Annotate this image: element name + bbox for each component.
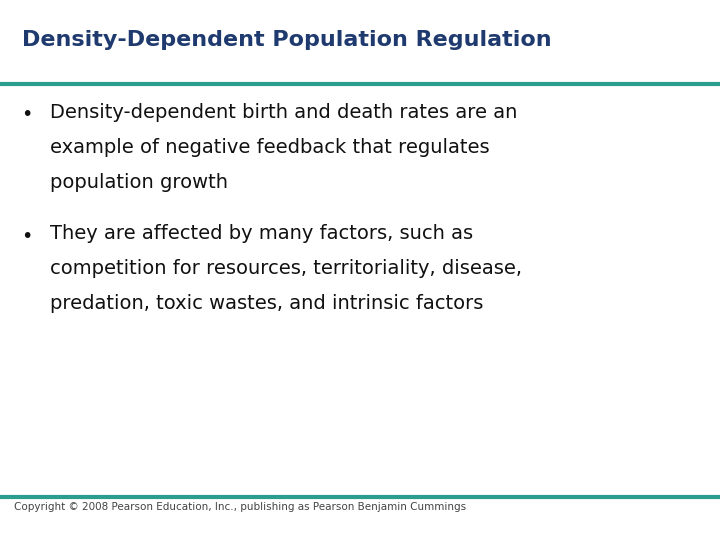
Text: population growth: population growth [50, 173, 228, 192]
Text: predation, toxic wastes, and intrinsic factors: predation, toxic wastes, and intrinsic f… [50, 294, 484, 313]
Text: example of negative feedback that regulates: example of negative feedback that regula… [50, 138, 490, 157]
Text: •: • [22, 227, 33, 246]
Text: Density-dependent birth and death rates are an: Density-dependent birth and death rates … [50, 103, 518, 122]
Text: competition for resources, territoriality, disease,: competition for resources, territorialit… [50, 259, 523, 278]
Text: Density-Dependent Population Regulation: Density-Dependent Population Regulation [22, 30, 552, 50]
Text: •: • [22, 105, 33, 124]
Text: Copyright © 2008 Pearson Education, Inc., publishing as Pearson Benjamin Cumming: Copyright © 2008 Pearson Education, Inc.… [14, 502, 467, 512]
Text: They are affected by many factors, such as: They are affected by many factors, such … [50, 224, 474, 243]
